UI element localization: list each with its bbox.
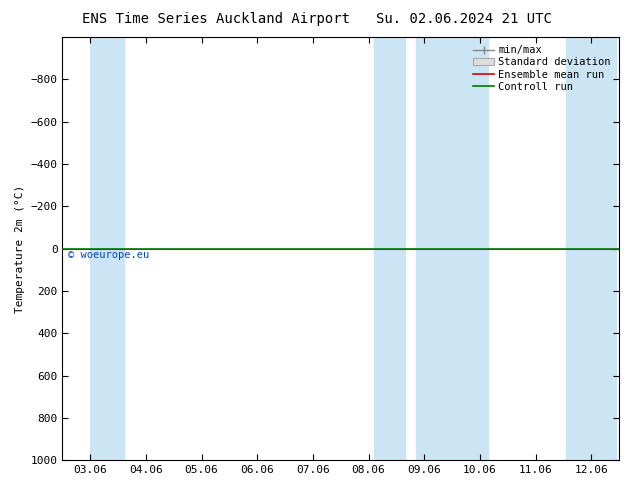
- Text: Su. 02.06.2024 21 UTC: Su. 02.06.2024 21 UTC: [376, 12, 552, 26]
- Legend: min/max, Standard deviation, Ensemble mean run, Controll run: min/max, Standard deviation, Ensemble me…: [470, 42, 614, 95]
- Y-axis label: Temperature 2m (°C): Temperature 2m (°C): [15, 184, 25, 313]
- Bar: [566, 37, 616, 460]
- Bar: [416, 37, 488, 460]
- Text: © woeurope.eu: © woeurope.eu: [68, 250, 149, 260]
- Bar: [374, 37, 404, 460]
- Bar: [90, 37, 124, 460]
- Text: ENS Time Series Auckland Airport: ENS Time Series Auckland Airport: [82, 12, 351, 26]
